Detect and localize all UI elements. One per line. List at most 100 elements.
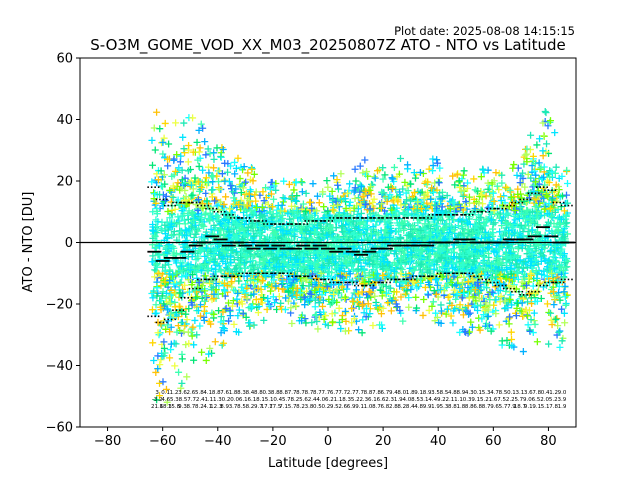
data-point — [293, 254, 301, 262]
data-point — [217, 329, 225, 337]
data-point — [171, 362, 179, 370]
data-point — [165, 140, 173, 148]
data-point — [164, 162, 172, 170]
data-point — [311, 311, 319, 319]
data-point — [527, 174, 535, 182]
data-point — [450, 273, 458, 281]
data-point — [434, 178, 442, 186]
data-point — [514, 275, 522, 283]
data-point — [497, 193, 505, 201]
data-point — [188, 191, 196, 199]
data-point — [308, 319, 316, 327]
data-point — [209, 173, 217, 181]
data-point — [474, 306, 482, 314]
data-point — [370, 173, 378, 181]
data-point — [531, 320, 539, 328]
data-point — [175, 368, 183, 376]
data-point — [224, 168, 232, 176]
data-point — [302, 319, 310, 327]
data-point — [161, 119, 169, 127]
data-point — [533, 338, 541, 346]
data-point — [313, 317, 321, 325]
data-point — [323, 177, 331, 185]
data-point — [160, 276, 168, 284]
data-point — [543, 140, 551, 148]
data-point — [309, 180, 317, 188]
data-point — [193, 138, 201, 146]
scatter-points — [148, 108, 572, 406]
data-point — [509, 164, 517, 172]
data-point — [162, 325, 170, 333]
data-point — [346, 198, 354, 206]
data-point — [149, 339, 157, 347]
data-point — [342, 317, 350, 325]
data-point — [512, 312, 520, 320]
data-point — [244, 169, 252, 177]
data-point — [516, 203, 524, 211]
data-point — [377, 310, 385, 318]
data-point — [341, 294, 349, 302]
data-point — [191, 316, 199, 324]
data-point — [150, 124, 158, 132]
data-point — [237, 189, 245, 197]
data-point — [443, 192, 451, 200]
data-point — [228, 302, 236, 310]
data-point — [235, 306, 243, 314]
data-point — [314, 325, 322, 333]
data-point — [424, 291, 432, 299]
data-point — [351, 194, 359, 202]
data-point — [542, 109, 550, 117]
data-point — [354, 299, 362, 307]
data-point — [558, 172, 566, 180]
data-point — [197, 301, 205, 309]
data-point — [204, 179, 212, 187]
data-point — [356, 162, 364, 170]
data-point — [197, 120, 205, 128]
data-point — [159, 202, 167, 210]
data-point — [545, 309, 553, 316]
data-point — [510, 161, 518, 169]
data-point — [404, 161, 412, 169]
data-point — [190, 356, 198, 364]
data-point — [563, 191, 571, 199]
data-point — [419, 311, 427, 319]
data-point — [217, 153, 225, 161]
data-point — [181, 220, 189, 228]
data-point — [405, 303, 413, 311]
data-point — [188, 332, 196, 340]
data-point — [435, 179, 443, 187]
data-point — [337, 170, 345, 178]
data-point — [383, 197, 391, 205]
data-point — [507, 188, 515, 196]
data-point — [532, 171, 540, 179]
data-point — [172, 119, 180, 127]
data-point — [157, 282, 165, 290]
data-point — [222, 193, 230, 201]
data-point — [337, 325, 345, 333]
data-point — [506, 186, 514, 194]
data-point — [159, 288, 167, 296]
data-point — [350, 315, 358, 323]
data-point — [240, 163, 248, 171]
data-point — [172, 290, 180, 298]
data-point — [556, 343, 564, 351]
data-point — [348, 305, 356, 313]
data-point — [453, 171, 461, 179]
data-point — [513, 171, 521, 179]
data-point — [156, 392, 164, 400]
data-point — [211, 338, 219, 346]
data-point — [467, 318, 475, 326]
data-point — [386, 274, 394, 282]
data-point — [189, 323, 197, 331]
data-point — [158, 226, 166, 234]
data-point — [551, 129, 559, 137]
data-point — [358, 288, 366, 296]
data-point — [484, 204, 492, 212]
data-point — [210, 149, 218, 157]
data-point — [425, 306, 433, 314]
data-point — [523, 150, 531, 158]
data-point — [364, 294, 372, 302]
data-point — [208, 186, 216, 194]
data-point — [271, 299, 279, 307]
